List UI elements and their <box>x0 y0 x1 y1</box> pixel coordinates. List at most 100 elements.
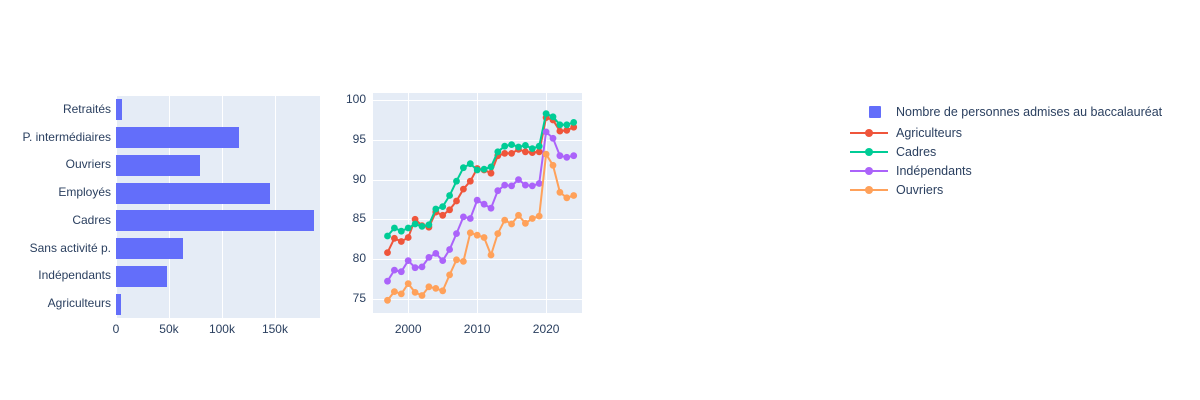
data-point-cadres-2016[interactable] <box>515 143 522 151</box>
data-point-cadres-2003[interactable] <box>425 221 433 229</box>
data-point-ouvriers-2008[interactable] <box>460 258 467 265</box>
data-point-agriculteurs-2001[interactable] <box>411 215 419 223</box>
data-point-agriculteurs-2017[interactable] <box>522 148 529 156</box>
data-point-independants-2011[interactable] <box>480 200 488 208</box>
data-point-ouvriers-2001[interactable] <box>411 289 419 296</box>
data-point-cadres-2009[interactable] <box>466 160 474 168</box>
data-point-independants-2007[interactable] <box>453 230 460 238</box>
data-point-ouvriers-2004[interactable] <box>432 285 440 292</box>
data-point-agriculteurs-2006[interactable] <box>446 206 453 214</box>
data-point-independants-2015[interactable] <box>508 182 515 190</box>
data-point-independants-1998[interactable] <box>391 266 398 274</box>
data-point-independants-2001[interactable] <box>411 264 419 272</box>
data-point-independants-2004[interactable] <box>432 250 440 257</box>
data-point-ouvriers-2000[interactable] <box>404 280 412 287</box>
data-point-independants-1999[interactable] <box>397 268 405 276</box>
data-point-cadres-1999[interactable] <box>397 227 405 235</box>
data-point-cadres-2000[interactable] <box>404 224 412 232</box>
data-point-independants-2009[interactable] <box>466 215 474 222</box>
bar-ouvriers[interactable] <box>116 154 200 176</box>
data-point-ouvriers-2002[interactable] <box>418 292 426 299</box>
data-point-ouvriers-1999[interactable] <box>397 290 405 298</box>
data-point-ouvriers-2022[interactable] <box>556 188 564 196</box>
data-point-cadres-2014[interactable] <box>501 142 509 150</box>
bar-retraites[interactable] <box>116 99 123 121</box>
data-point-independants-2021[interactable] <box>549 134 557 142</box>
data-point-ouvriers-2020[interactable] <box>542 150 550 158</box>
data-point-ouvriers-2016[interactable] <box>515 211 522 219</box>
data-point-independants-2006[interactable] <box>446 246 453 253</box>
legend-item-nombre-de-personnes-admises-au-baccalaureat[interactable]: Nombre de personnes admises au baccalaur… <box>850 103 1162 121</box>
data-point-independants-2012[interactable] <box>487 204 495 212</box>
data-point-cadres-2024[interactable] <box>570 119 578 126</box>
bar-agriculteurs[interactable] <box>116 293 121 315</box>
data-point-ouvriers-1997[interactable] <box>384 296 391 304</box>
data-point-independants-2005[interactable] <box>439 257 447 264</box>
bar-independants[interactable] <box>116 265 167 287</box>
data-point-ouvriers-2009[interactable] <box>466 229 474 237</box>
data-point-ouvriers-2012[interactable] <box>487 251 495 259</box>
bar-employes[interactable] <box>116 182 270 204</box>
data-point-ouvriers-2003[interactable] <box>425 283 433 291</box>
data-point-ouvriers-2010[interactable] <box>473 231 481 239</box>
data-point-independants-2023[interactable] <box>563 153 571 161</box>
data-point-independants-2013[interactable] <box>494 187 502 195</box>
data-point-agriculteurs-2022[interactable] <box>556 127 564 135</box>
data-point-independants-2024[interactable] <box>570 152 578 160</box>
data-point-agriculteurs-2012[interactable] <box>487 169 495 177</box>
data-point-ouvriers-2011[interactable] <box>480 234 488 241</box>
data-point-cadres-1998[interactable] <box>391 224 398 232</box>
data-point-agriculteurs-2023[interactable] <box>563 126 571 134</box>
data-point-agriculteurs-2000[interactable] <box>404 234 412 241</box>
data-point-agriculteurs-2007[interactable] <box>453 197 460 205</box>
data-point-cadres-2006[interactable] <box>446 192 453 199</box>
data-point-cadres-2013[interactable] <box>494 148 502 156</box>
data-point-cadres-2021[interactable] <box>549 113 557 121</box>
data-point-cadres-2008[interactable] <box>460 164 467 172</box>
data-point-cadres-2012[interactable] <box>487 163 495 171</box>
data-point-agriculteurs-1998[interactable] <box>391 234 398 242</box>
data-point-independants-2020[interactable] <box>542 128 550 136</box>
data-point-ouvriers-2013[interactable] <box>494 230 502 238</box>
data-point-agriculteurs-2014[interactable] <box>501 150 509 157</box>
legend-item-cadres[interactable]: Cadres <box>850 143 936 161</box>
data-point-cadres-2020[interactable] <box>542 110 550 117</box>
data-point-agriculteurs-2008[interactable] <box>460 185 467 193</box>
data-point-ouvriers-2019[interactable] <box>535 212 543 220</box>
data-point-cadres-2007[interactable] <box>453 177 460 185</box>
data-point-ouvriers-2005[interactable] <box>439 287 447 295</box>
data-point-agriculteurs-2024[interactable] <box>570 123 578 131</box>
data-point-independants-2003[interactable] <box>425 254 433 261</box>
legend-item-agriculteurs[interactable]: Agriculteurs <box>850 124 962 142</box>
data-point-ouvriers-2007[interactable] <box>453 256 460 264</box>
data-point-independants-2000[interactable] <box>404 257 412 264</box>
data-point-independants-2022[interactable] <box>556 152 564 160</box>
data-point-independants-2014[interactable] <box>501 181 509 189</box>
data-point-independants-2018[interactable] <box>528 182 536 190</box>
data-point-ouvriers-2017[interactable] <box>522 219 529 227</box>
data-point-independants-2017[interactable] <box>522 181 529 189</box>
bar-p-intermediaires[interactable] <box>116 127 239 149</box>
data-point-cadres-2002[interactable] <box>418 223 426 230</box>
bar-cadres[interactable] <box>116 210 315 232</box>
data-point-ouvriers-2015[interactable] <box>508 220 515 228</box>
data-point-cadres-1997[interactable] <box>384 232 391 240</box>
data-point-independants-2008[interactable] <box>460 213 467 221</box>
data-point-agriculteurs-1997[interactable] <box>384 249 391 256</box>
data-point-cadres-2018[interactable] <box>528 145 536 152</box>
data-point-ouvriers-2021[interactable] <box>549 161 557 169</box>
data-point-agriculteurs-1999[interactable] <box>397 238 405 245</box>
data-point-independants-2016[interactable] <box>515 176 522 183</box>
data-point-cadres-2010[interactable] <box>473 166 481 174</box>
data-point-agriculteurs-2019[interactable] <box>535 148 543 156</box>
data-point-agriculteurs-2015[interactable] <box>508 150 515 157</box>
data-point-cadres-2005[interactable] <box>439 203 447 210</box>
data-point-independants-1997[interactable] <box>384 277 391 285</box>
data-point-ouvriers-2024[interactable] <box>570 192 578 199</box>
data-point-cadres-2001[interactable] <box>411 220 419 228</box>
data-point-ouvriers-2018[interactable] <box>528 215 536 222</box>
data-point-cadres-2023[interactable] <box>563 121 571 129</box>
data-point-cadres-2004[interactable] <box>432 205 440 213</box>
bar-sans-activite-p[interactable] <box>116 238 183 260</box>
data-point-ouvriers-2023[interactable] <box>563 194 571 202</box>
